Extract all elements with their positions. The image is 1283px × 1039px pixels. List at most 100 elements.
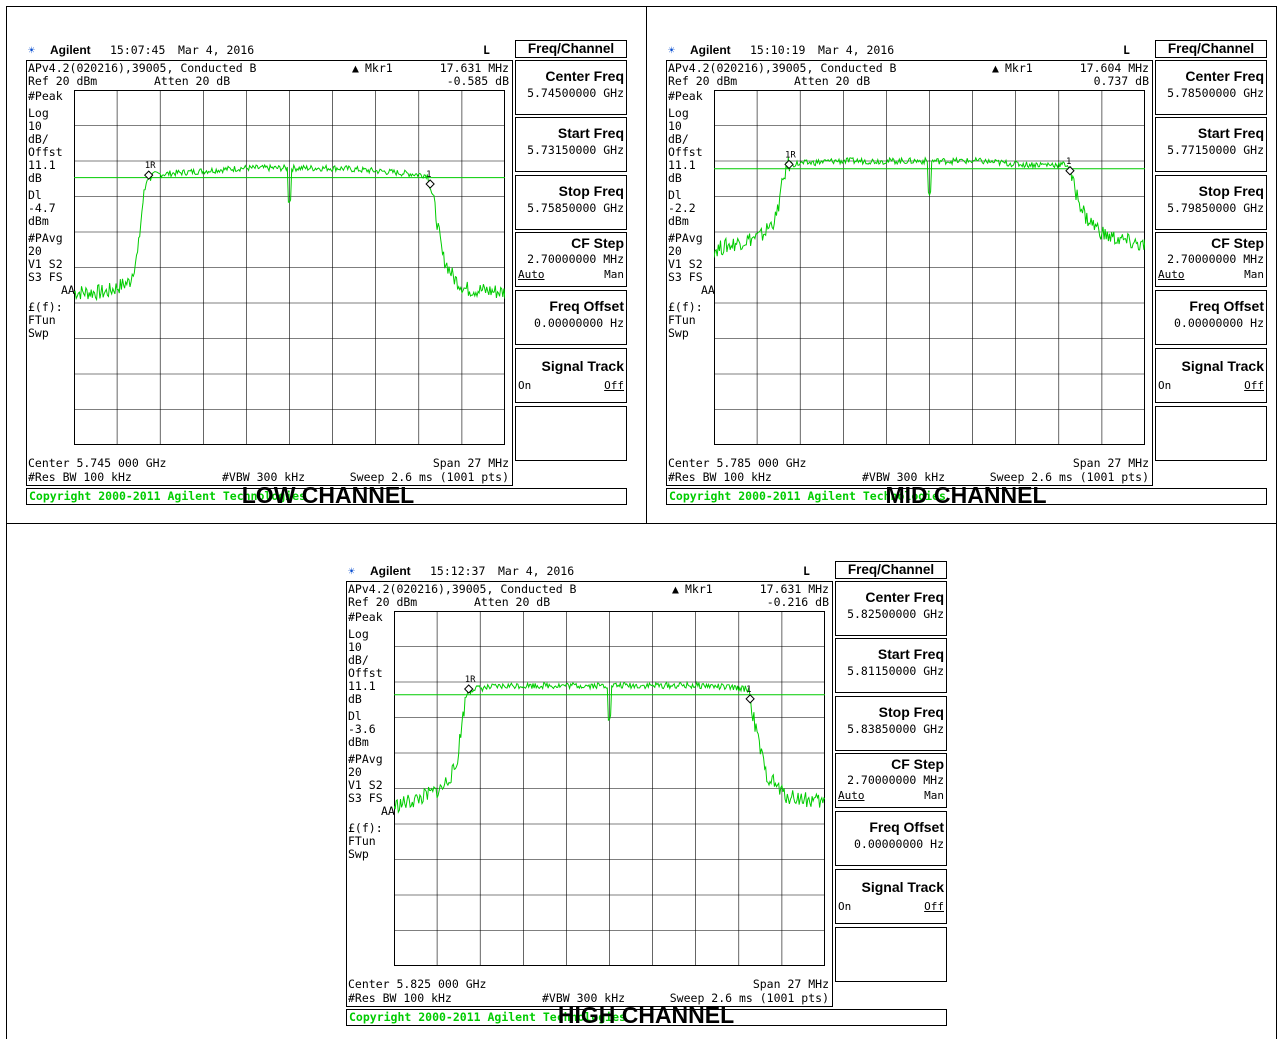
blank-softkey[interactable] [515, 406, 627, 461]
cf-step-button[interactable]: CF Step 2.70000000 MHz Auto Man [835, 753, 947, 808]
attenuation: Atten 20 dB [794, 74, 871, 88]
marker-name: Mkr1 [1005, 61, 1033, 75]
channel-caption: LOW CHANNEL [241, 482, 415, 508]
display-screen: APv4.2(020216),39005, Conducted B ▲ Mkr1… [26, 60, 513, 486]
cf-step-label: CF Step [891, 756, 944, 772]
freq-offset-button[interactable]: Freq Offset 0.00000000 Hz [835, 811, 947, 866]
cf-step-value: 2.70000000 MHz [527, 252, 624, 266]
signal-track-button[interactable]: Signal Track On Off [515, 348, 627, 403]
left-annotation: S3 FS [348, 791, 383, 805]
start-freq-value: 5.77150000 GHz [1167, 143, 1264, 157]
signal-track-on: On [838, 900, 852, 913]
rbw-readout: #Res BW 100 kHz [348, 991, 452, 1005]
signal-track-button[interactable]: Signal Track On Off [1155, 348, 1267, 403]
brand: Agilent [690, 43, 731, 57]
agilent-logo-icon: ☀ [668, 43, 675, 57]
marker-diamond [784, 159, 794, 170]
left-annotation: V1 S2 [668, 257, 703, 271]
ref-level: Ref 20 dBm [348, 595, 418, 609]
left-annotation: dB/ [668, 132, 689, 146]
signal-track-on: On [1158, 379, 1172, 392]
blank-softkey[interactable] [1155, 406, 1267, 461]
stop-freq-button[interactable]: Stop Freq 5.75850000 GHz [515, 175, 627, 230]
delta-icon: ▲ [672, 582, 679, 596]
graticule [394, 611, 825, 966]
frame-middle [646, 6, 647, 523]
spectrum-plot: 1R 1 [714, 90, 1145, 445]
marker-label: 1 [426, 170, 431, 180]
copyright-bar: Copyright 2000-2011 Agilent Technologies [666, 488, 1267, 505]
indicator: L [1123, 43, 1130, 57]
left-annotation: 10 [668, 119, 682, 133]
left-annotation: S3 FS [668, 270, 703, 284]
span-readout: Span 27 MHz [752, 977, 829, 991]
stop-freq-label: Stop Freq [1198, 183, 1264, 199]
marker-name: Mkr1 [685, 582, 713, 596]
left-annotation: AA [381, 804, 395, 818]
signal-track-label: Signal Track [541, 358, 624, 374]
markers: 1R 1 [784, 150, 1075, 176]
start-freq-button[interactable]: Start Freq 5.77150000 GHz [1155, 117, 1267, 172]
analyzer-panel-2: ☀ Agilent 15:10:19 Mar 4, 2016 L APv4.2(… [666, 40, 1273, 505]
title-line: APv4.2(020216),39005, Conducted B [28, 61, 257, 75]
cf-step-button[interactable]: CF Step 2.70000000 MHz Auto Man [1155, 232, 1267, 287]
center-freq-button[interactable]: Center Freq 5.82500000 GHz [835, 581, 947, 636]
date: Mar 4, 2016 [178, 43, 255, 57]
copyright-bar: Copyright 2000-2011 Agilent Technologies [26, 488, 627, 505]
left-annotation: £(f): [28, 300, 63, 314]
brand: Agilent [50, 43, 91, 57]
left-annotation: Swp [28, 326, 49, 340]
left-annotation: dB [348, 692, 362, 706]
vbw-readout: #VBW 300 kHz [542, 991, 626, 1005]
left-annotation: dB [28, 171, 42, 185]
vbw-readout: #VBW 300 kHz [222, 470, 306, 484]
marker-diamond [463, 684, 474, 694]
stop-freq-button[interactable]: Stop Freq 5.79850000 GHz [1155, 175, 1267, 230]
freq-offset-button[interactable]: Freq Offset 0.00000000 Hz [515, 290, 627, 345]
left-annotation: 10 [28, 119, 42, 133]
brand: Agilent [370, 564, 411, 578]
left-annotation: dB [668, 171, 682, 185]
blank-softkey[interactable] [835, 927, 947, 982]
left-annotation: £(f): [348, 821, 383, 835]
signal-track-label: Signal Track [861, 879, 944, 895]
marker-freq: 17.604 MHz [1079, 61, 1149, 75]
left-annotation: dBm [668, 214, 689, 228]
left-annotation: AA [701, 283, 715, 297]
center-freq-value: 5.82500000 GHz [847, 607, 944, 621]
left-annotation: 10 [348, 640, 362, 654]
center-freq-button[interactable]: Center Freq 5.78500000 GHz [1155, 60, 1267, 115]
span-readout: Span 27 MHz [432, 456, 509, 470]
left-annotation: #Peak [668, 89, 703, 103]
start-freq-button[interactable]: Start Freq 5.73150000 GHz [515, 117, 627, 172]
analyzer-panel-1: ☀ Agilent 15:07:45 Mar 4, 2016 L APv4.2(… [26, 40, 633, 505]
indicator: L [803, 564, 810, 578]
left-annotation: dB/ [348, 653, 369, 667]
left-annotation: S3 FS [28, 270, 63, 284]
left-annotation: Dl [348, 709, 362, 723]
cf-step-label: CF Step [1211, 235, 1264, 251]
cf-step-button[interactable]: CF Step 2.70000000 MHz Auto Man [515, 232, 627, 287]
left-annotation: Swp [348, 847, 369, 861]
center-freq-button[interactable]: Center Freq 5.74500000 GHz [515, 60, 627, 115]
left-annotation: dBm [28, 214, 49, 228]
title-line: APv4.2(020216),39005, Conducted B [348, 582, 577, 596]
center-freq-value: 5.74500000 GHz [527, 86, 624, 100]
left-annotation: FTun [348, 834, 376, 848]
center-freq-label: Center Freq [545, 68, 624, 84]
frame-row-divider [6, 523, 1277, 524]
left-annotation: 11.1 [28, 158, 56, 172]
spectrum-plot: 1R 1 [74, 90, 505, 445]
signal-track-button[interactable]: Signal Track On Off [835, 869, 947, 924]
signal-track-off: Off [924, 900, 944, 913]
graticule [74, 90, 505, 445]
start-freq-button[interactable]: Start Freq 5.81150000 GHz [835, 638, 947, 693]
left-annotation: Log [348, 627, 369, 641]
left-annotation: #Peak [348, 610, 383, 624]
copyright-bar: Copyright 2000-2011 Agilent Technologies [346, 1009, 947, 1026]
stop-freq-label: Stop Freq [558, 183, 624, 199]
stop-freq-button[interactable]: Stop Freq 5.83850000 GHz [835, 696, 947, 751]
left-annotation: Log [28, 106, 49, 120]
freq-offset-button[interactable]: Freq Offset 0.00000000 Hz [1155, 290, 1267, 345]
channel-caption: MID CHANNEL [885, 482, 1047, 508]
